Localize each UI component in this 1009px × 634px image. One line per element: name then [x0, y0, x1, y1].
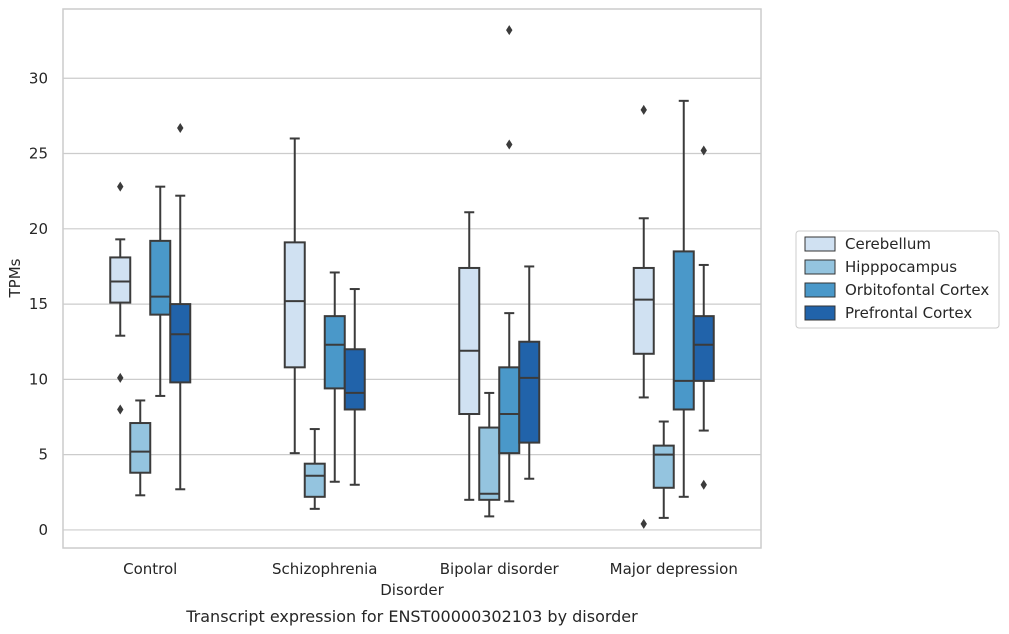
box-group	[129, 399, 152, 497]
box	[518, 340, 541, 444]
legend-item: Orbitofontal Cortex	[804, 281, 989, 299]
series-group	[149, 25, 695, 503]
x-axis-label: Disorder	[380, 581, 444, 599]
y-tick-label: 15	[29, 295, 48, 313]
box-group	[632, 104, 655, 529]
box	[109, 256, 132, 304]
box	[323, 315, 346, 390]
legend-frame	[795, 230, 1000, 329]
legend-item: Hipppocampus	[804, 258, 957, 276]
legend-label: Cerebellum	[845, 235, 931, 253]
box-group	[343, 288, 366, 486]
outlier-point	[177, 122, 184, 133]
box	[129, 422, 152, 474]
box-group	[518, 265, 541, 480]
box-group	[149, 185, 172, 397]
box	[478, 426, 501, 501]
y-tick-label: 0	[38, 521, 48, 539]
box	[458, 266, 481, 416]
y-tick-label: 30	[29, 69, 48, 87]
box-series	[109, 25, 715, 529]
x-tick-label: Bipolar disorder	[440, 560, 560, 578]
box-group	[323, 271, 346, 483]
outlier-point	[700, 479, 707, 490]
box	[692, 315, 715, 382]
x-tick-label: Control	[123, 560, 177, 578]
y-tick-label: 20	[29, 220, 48, 238]
box-group	[652, 420, 675, 519]
legend-swatch	[804, 236, 836, 252]
legend: Cerebellum Hipppocampus Orbitofontal Corte…	[795, 230, 1000, 329]
box-group	[169, 122, 192, 491]
box	[283, 241, 306, 369]
legend-item: Prefrontal Cortex	[804, 304, 972, 322]
series-group	[129, 391, 675, 519]
legend-swatch	[804, 305, 836, 321]
legend-item: Cerebellum	[804, 235, 931, 253]
box	[149, 239, 172, 316]
y-tick-label: 10	[29, 370, 48, 388]
box	[672, 250, 695, 411]
x-tick-label: Schizophrenia	[272, 560, 377, 578]
series-group	[109, 104, 655, 529]
y-tick-label: 5	[38, 446, 48, 464]
outlier-point	[117, 404, 124, 415]
y-tick-label: 25	[29, 145, 48, 163]
box	[303, 462, 326, 498]
x-axis-ticks: Control Schizophrenia Bipolar disorder Majo…	[123, 560, 738, 578]
y-axis-label: TPMs	[6, 258, 24, 298]
x-tick-label: Major depression	[610, 560, 738, 578]
y-axis-ticks: 0 5 10 15 20 25 30	[29, 69, 48, 539]
legend-label: Orbitofontal Cortex	[845, 281, 989, 299]
box	[169, 303, 192, 384]
box-group	[303, 428, 326, 510]
box	[498, 366, 521, 455]
box-group	[478, 391, 501, 518]
legend-label: Prefrontal Cortex	[845, 304, 972, 322]
box	[343, 348, 366, 411]
outlier-point	[506, 25, 513, 36]
outlier-point	[640, 104, 647, 115]
outlier-point	[506, 139, 513, 150]
box-group	[109, 181, 132, 415]
legend-label: Hipppocampus	[845, 258, 957, 276]
legend-swatch	[804, 282, 836, 298]
legend-swatch	[804, 259, 836, 275]
outlier-point	[117, 372, 124, 383]
box-group	[458, 211, 481, 501]
box	[632, 266, 655, 355]
outlier-point	[640, 518, 647, 529]
box-group	[283, 137, 306, 455]
series-group	[169, 122, 715, 491]
outlier-point	[700, 145, 707, 156]
box-group	[692, 145, 715, 490]
outlier-point	[117, 181, 124, 192]
plot-frame	[62, 8, 762, 549]
box	[652, 444, 675, 489]
chart-caption: Transcript expression for ENST0000030210…	[185, 607, 638, 626]
